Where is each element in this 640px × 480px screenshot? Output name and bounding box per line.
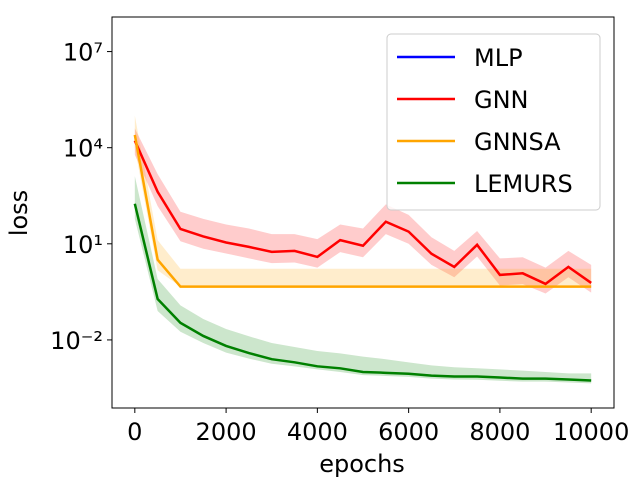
x-tick-label: 0 (127, 418, 142, 446)
x-tick-label: 8000 (469, 418, 530, 446)
x-tick-label: 4000 (287, 418, 348, 446)
y-tick-label: 10⁴ (63, 135, 103, 163)
x-tick-label: 2000 (196, 418, 257, 446)
line (133, 140, 592, 286)
legend-box (386, 33, 601, 211)
y-tick-label: 10⁷ (63, 39, 103, 67)
x-tick-label: 10000 (553, 418, 629, 446)
x-tick-label: 6000 (378, 418, 439, 446)
band (134, 128, 592, 294)
plot-frame (111, 16, 615, 409)
band (134, 115, 592, 287)
y-tick-label: 10¹ (63, 231, 103, 259)
line (133, 134, 592, 288)
legend-label: LEMURS (474, 170, 573, 198)
x-axis-label: epochs (319, 450, 405, 478)
y-axis-label: loss (5, 190, 33, 236)
line (133, 203, 592, 382)
y-tick-label: 10⁻² (50, 327, 103, 355)
legend-label: GNN (474, 86, 529, 114)
legend-label: MLP (474, 44, 523, 72)
plot (133, 115, 592, 384)
legend-label: GNNSA (474, 128, 561, 156)
